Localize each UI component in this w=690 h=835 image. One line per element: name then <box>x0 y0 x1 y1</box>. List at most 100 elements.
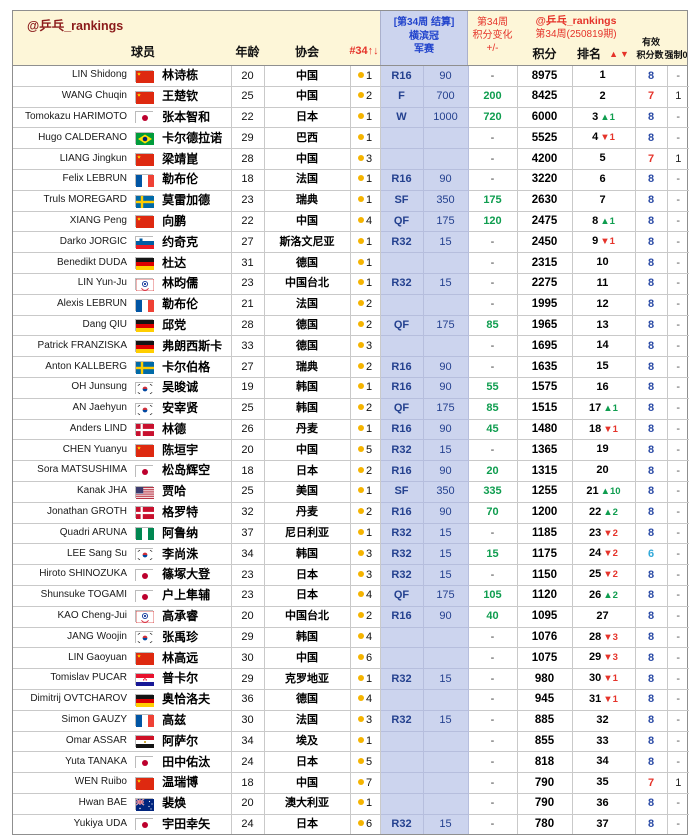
rank-cell: 28 ▼3 <box>571 626 636 649</box>
player-cell: XIANG Peng 向鹏 <box>13 210 232 233</box>
association-cell: 丹麦 <box>263 501 351 524</box>
points-change-cell: 15 <box>467 543 518 566</box>
valid-events-cell: 8 <box>634 66 668 87</box>
ger-flag-icon <box>135 340 155 354</box>
association-rank: 1 <box>365 69 373 82</box>
forced-zero-cell: - <box>666 210 689 233</box>
rank-number: 6 <box>599 172 606 185</box>
table-row: LIN Shidong 林诗栋 20 中国 1 R16 90 - 8975 1 … <box>13 66 689 87</box>
age-cell: 31 <box>230 252 265 274</box>
association-rank: 2 <box>365 610 373 623</box>
age-cell: 20 <box>230 439 265 462</box>
valid-events-cell: 8 <box>634 397 668 420</box>
rank-cell: 26 ▲2 <box>571 584 636 607</box>
col-points: 积分 <box>532 47 557 61</box>
total-points-cell: 5525 <box>516 127 573 150</box>
event-column-highlight <box>380 11 468 65</box>
player-name-en: Quadri ARUNA <box>59 526 127 538</box>
player-name-en: LEE Sang Su <box>66 547 127 559</box>
valid-events-cell: 8 <box>634 335 668 358</box>
age-cell: 33 <box>230 335 265 358</box>
association-rank: 1 <box>365 131 373 144</box>
event-name-line2: 军赛 <box>414 44 434 55</box>
association-rank-cell: 1 <box>349 522 381 545</box>
total-points-cell: 1965 <box>516 314 573 337</box>
association-rank-cell: 4 <box>349 210 381 233</box>
association-rank-cell: 3 <box>349 148 381 170</box>
valid-events-cell: 8 <box>634 189 668 212</box>
association-dot-icon <box>357 300 364 307</box>
valid-events-cell: 8 <box>634 584 668 607</box>
rank-change-indicator: ▼1 <box>603 423 618 435</box>
player-cell: Felix LEBRUN 勒布伦 <box>13 168 232 191</box>
den-flag-icon <box>135 506 155 520</box>
kor-flag-icon <box>135 381 155 395</box>
association-cell: 瑞典 <box>263 356 351 378</box>
player-name-en: Hugo CALDERANO <box>38 131 127 143</box>
player-cell: OH Junsung 吴晙诚 <box>13 376 232 399</box>
player-cell: Dang QIU 邱党 <box>13 314 232 337</box>
table-row: Dang QIU 邱党 28 德国 2 QF 175 85 1965 13 8 … <box>13 314 689 337</box>
player-name-cn: 阿萨尔 <box>162 733 199 748</box>
points-change-cell: - <box>467 730 518 753</box>
player-name-cn: 篠塚大登 <box>162 567 211 582</box>
rank-number: 4 <box>592 131 599 144</box>
rank-cell: 3 ▲1 <box>571 106 636 129</box>
valid-events-cell: 8 <box>634 314 668 337</box>
rank-number: 10 <box>596 256 609 269</box>
player-name-en: Yukiya UDA <box>73 818 127 830</box>
event-round-cell: R16 <box>379 356 424 378</box>
player-name-cn: 林德 <box>162 421 187 436</box>
forced-zero-cell: - <box>666 106 689 129</box>
table-row: Benedikt DUDA 杜达 31 德国 1 - 2315 10 8 - <box>13 252 689 274</box>
association-rank-cell: 5 <box>349 439 381 462</box>
association-rank-cell: 6 <box>349 813 381 835</box>
rank-cell: 18 ▼1 <box>571 418 636 441</box>
points-change-cell: - <box>467 688 518 711</box>
rank-cell: 22 ▲2 <box>571 501 636 524</box>
player-name-en: Omar ASSAR <box>65 734 127 746</box>
association-rank-cell: 2 <box>349 314 381 337</box>
age-cell: 25 <box>230 85 265 108</box>
valid-events-cell: 8 <box>634 564 668 586</box>
jpn-flag-icon <box>135 111 155 125</box>
valid-events-cell: 8 <box>634 709 668 732</box>
player-name-en: Benedikt DUDA <box>56 256 127 268</box>
change-label: 积分变化 <box>472 30 513 41</box>
jpn-flag-icon <box>135 818 155 832</box>
player-name-cn: 贾哈 <box>162 484 187 499</box>
forced-zero-cell: - <box>666 418 689 441</box>
association-cell: 丹麦 <box>263 418 351 441</box>
col-rank: 排名 <box>576 47 601 61</box>
rank-number: 7 <box>599 193 606 206</box>
player-name-cn: 约奇克 <box>162 234 199 249</box>
rank-number: 31 <box>589 692 602 705</box>
association-rank-cell: 2 <box>349 356 381 378</box>
forced-zero-cell: 1 <box>666 772 689 794</box>
total-points-cell: 2630 <box>516 189 573 212</box>
player-cell: JANG Woojin 张禹珍 <box>13 626 232 649</box>
event-points-cell: 1000 <box>422 106 469 129</box>
table-row: Hwan BAE 裴焕 20 澳大利亚 1 - 790 36 8 - <box>13 792 689 815</box>
forced-zero-cell: - <box>666 626 689 649</box>
table-row: Alexis LEBRUN 勒布伦 21 法国 2 - 1995 12 8 - <box>13 293 689 316</box>
player-cell: AN Jaehyun 安宰贤 <box>13 397 232 420</box>
rank-change-indicator: ▲2 <box>603 506 618 518</box>
association-dot-icon <box>357 529 364 536</box>
association-cell: 中国 <box>263 66 351 87</box>
event-week-label: [第34周 结算] <box>393 17 455 28</box>
player-name-en: Truls MOREGARD <box>43 194 127 206</box>
association-rank: 4 <box>365 693 373 706</box>
event-round-cell: SF <box>379 189 424 212</box>
rank-number: 30 <box>589 672 602 685</box>
rank-cell: 30 ▼1 <box>571 668 636 690</box>
chn-flag-icon <box>135 652 155 666</box>
association-rank-cell: 2 <box>349 460 381 482</box>
age-cell: 24 <box>230 751 265 774</box>
player-cell: LIANG Jingkun 梁靖崑 <box>13 148 232 170</box>
association-dot-icon <box>357 820 364 827</box>
rank-cell: 35 <box>571 772 636 794</box>
association-dot-icon <box>357 487 364 494</box>
event-points-cell <box>422 127 469 150</box>
chn-flag-icon <box>135 776 155 790</box>
